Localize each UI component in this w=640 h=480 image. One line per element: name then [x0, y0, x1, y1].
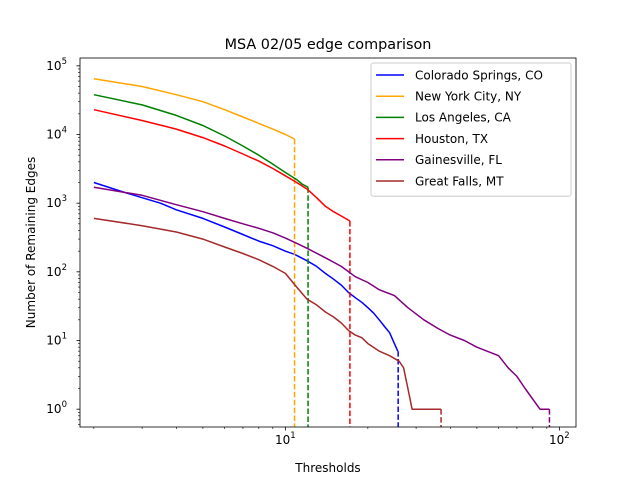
- y-tick-label-base: 10: [46, 59, 61, 73]
- x-tick-label-exponent: 2: [564, 431, 569, 441]
- y-tick-label: 105: [46, 57, 67, 73]
- series-line-0: [93, 181, 399, 352]
- y-tick-label-exponent: 3: [62, 194, 67, 204]
- x-tick-label-exponent: 1: [290, 431, 295, 441]
- y-tick-label-exponent: 0: [62, 400, 67, 410]
- series-line-2: [93, 93, 309, 188]
- chart-title: MSA 02/05 edge comparison: [225, 37, 432, 53]
- x-tick-label-base: 10: [275, 433, 290, 447]
- legend-label-4: Gainesville, FL: [415, 153, 502, 167]
- y-tick-label: 100: [46, 400, 67, 416]
- y-tick-label-exponent: 2: [62, 263, 67, 273]
- y-tick-label-base: 10: [46, 196, 61, 210]
- x-tick-label-base: 10: [549, 433, 564, 447]
- y-tick-label: 101: [46, 332, 67, 348]
- series-line-3: [93, 108, 351, 222]
- legend-label-1: New York City, NY: [415, 90, 522, 104]
- y-tick-label-base: 10: [46, 402, 61, 416]
- y-tick-label-base: 10: [46, 334, 61, 348]
- x-tick-label: 101: [275, 431, 296, 447]
- x-tick-label: 102: [549, 431, 570, 447]
- y-tick-label: 103: [46, 194, 67, 210]
- series-line-1: [93, 77, 295, 140]
- series-line-5: [93, 217, 442, 410]
- plot-frame: [79, 57, 577, 428]
- plot-area: [93, 77, 551, 427]
- y-tick-label: 102: [46, 263, 67, 279]
- y-tick-label-exponent: 4: [62, 125, 67, 135]
- y-tick-label-base: 10: [46, 127, 61, 141]
- y-tick-label-exponent: 1: [62, 332, 67, 342]
- legend-label-5: Great Falls, MT: [415, 174, 504, 188]
- series-line-4: [93, 186, 550, 410]
- y-axis-title: Number of Remaining Edges: [24, 157, 38, 328]
- legend-box: [370, 62, 572, 197]
- x-axis-title: Thresholds: [294, 461, 360, 475]
- legend-label-0: Colorado Springs, CO: [415, 68, 543, 82]
- legend-label-2: Los Angeles, CA: [415, 111, 512, 125]
- y-tick-label-exponent: 5: [62, 57, 67, 67]
- legend-label-3: Houston, TX: [415, 132, 488, 146]
- legend: Colorado Springs, CO New York City, NY Los…: [370, 62, 572, 197]
- y-tick-label: 104: [46, 125, 67, 141]
- y-tick-label-base: 10: [46, 265, 61, 279]
